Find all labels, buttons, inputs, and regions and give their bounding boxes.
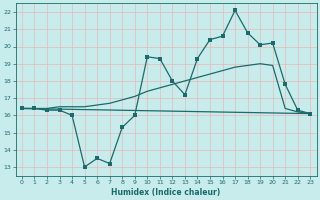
X-axis label: Humidex (Indice chaleur): Humidex (Indice chaleur) xyxy=(111,188,221,197)
